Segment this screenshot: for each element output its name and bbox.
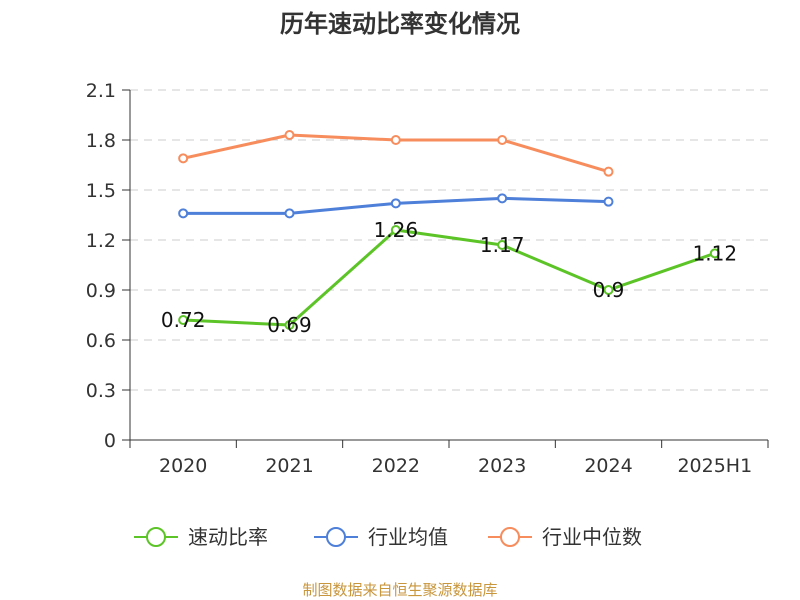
y-tick-label: 1.5 [86, 180, 116, 202]
y-tick-label: 0.6 [86, 330, 116, 352]
legend[interactable]: 速动比率 行业均值 行业中位数 [134, 525, 642, 549]
data-point[interactable] [284, 208, 295, 219]
legend-label: 行业均值 [368, 525, 448, 549]
data-point[interactable] [178, 153, 189, 164]
x-tick-label: 2023 [478, 455, 526, 477]
x-tick-label: 2021 [265, 455, 313, 477]
data-point[interactable] [284, 130, 295, 140]
legend-label: 行业中位数 [542, 525, 642, 549]
data-point[interactable] [497, 135, 508, 145]
data-label: 1.12 [693, 241, 738, 265]
x-tick-label: 2024 [584, 455, 632, 477]
legend-label: 速动比率 [188, 525, 268, 549]
legend-marker-icon [326, 527, 346, 547]
data-point[interactable] [709, 248, 720, 259]
data-point[interactable] [390, 135, 401, 145]
legend-marker-icon [500, 527, 520, 547]
data-point[interactable] [390, 225, 401, 235]
data-point[interactable] [603, 285, 614, 295]
series-1 [178, 193, 614, 219]
series-2 [178, 130, 614, 177]
legend-item-2[interactable]: 行业中位数 [488, 525, 642, 549]
data-label: 1.17 [480, 233, 525, 257]
x-tick-label: 2022 [372, 455, 420, 477]
y-tick-label: 0.3 [86, 380, 116, 402]
y-tick-label: 0.9 [86, 280, 116, 302]
axes: 0 0.3 0.6 0.9 1.2 1.5 1.8 2.1 2020 2021 2022 2023 20… [86, 80, 769, 477]
source-note: 制图数据来自恒生聚源数据库 [302, 581, 497, 599]
data-point[interactable] [603, 196, 614, 207]
data-label: 0.9 [593, 278, 625, 302]
data-label: 0.69 [267, 313, 312, 337]
data-label: 1.26 [374, 218, 419, 242]
data-point[interactable] [497, 193, 508, 204]
x-tick-label: 2020 [159, 455, 207, 477]
x-tick-label: 2025H1 [677, 455, 752, 477]
data-point[interactable] [178, 208, 189, 219]
y-tick-label: 1.8 [86, 130, 116, 152]
series-line [183, 228, 716, 327]
data-label: 0.72 [161, 308, 206, 332]
legend-item-1[interactable]: 行业均值 [314, 525, 448, 549]
y-tick-label: 1.2 [86, 230, 116, 252]
data-point[interactable] [497, 240, 508, 250]
series: 0.72 0.69 1.26 1.17 0.9 1.12 [161, 130, 737, 337]
data-point[interactable] [284, 320, 295, 330]
legend-item-0[interactable]: 速动比率 [134, 525, 268, 549]
data-point[interactable] [603, 166, 614, 177]
data-point[interactable] [390, 198, 401, 209]
chart-title: 历年速动比率变化情况 [280, 10, 520, 38]
y-tick-label: 2.1 [86, 80, 116, 102]
grid [130, 89, 768, 391]
data-point[interactable] [178, 315, 189, 325]
series-0: 0.72 0.69 1.26 1.17 0.9 1.12 [161, 218, 737, 337]
y-tick-label: 0 [104, 430, 116, 452]
legend-marker-icon [146, 527, 166, 547]
